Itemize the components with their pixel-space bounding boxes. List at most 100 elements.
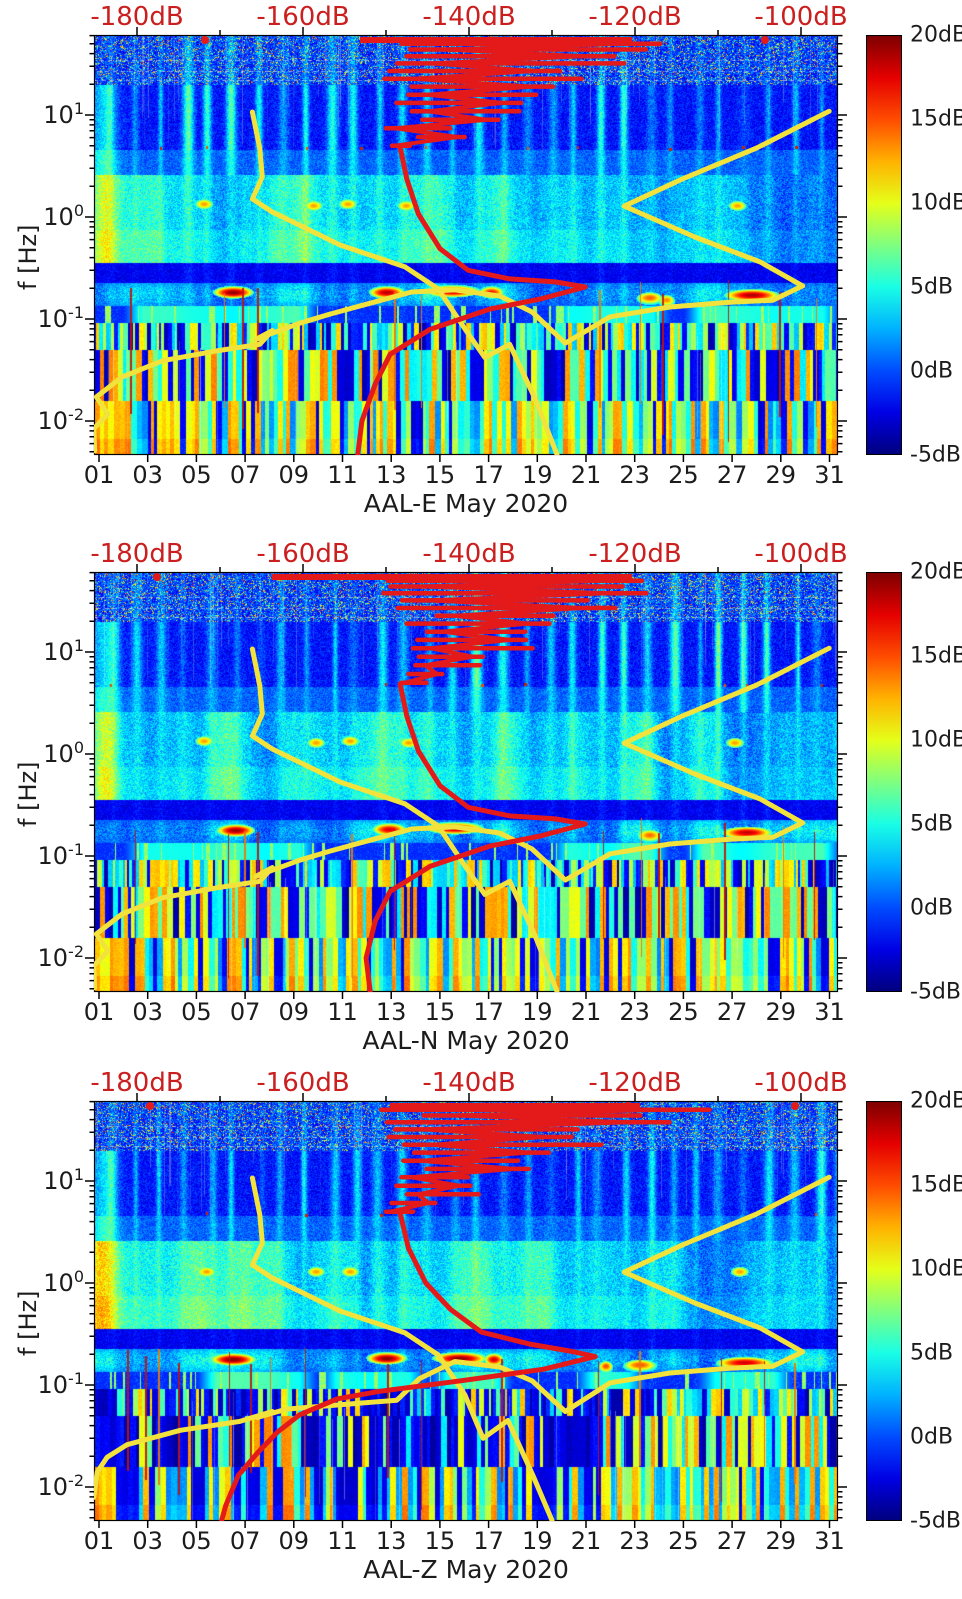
x-tick-label: 31 [814, 1527, 845, 1555]
x-tick-label: 21 [570, 1527, 602, 1555]
x-tick-label: 21 [570, 461, 602, 489]
spectrogram-aal-z [94, 1101, 838, 1521]
y-tick-label: 101 [43, 636, 84, 666]
y-tick-label: 100 [43, 201, 84, 231]
x-tick-label: 17 [473, 998, 504, 1026]
top-axis-label: -160dB [256, 2, 350, 32]
x-tick-label: 09 [278, 1527, 310, 1555]
x-tick-label: 17 [473, 1527, 504, 1555]
x-tick-label: 29 [765, 1527, 797, 1555]
x-tick-label: 09 [278, 998, 310, 1026]
x-tick-label: 19 [522, 461, 553, 489]
colorbar [866, 35, 902, 455]
x-tick-label: 21 [570, 998, 602, 1026]
y-tick-label: 10-2 [37, 942, 85, 972]
x-tick-label: 23 [619, 998, 650, 1026]
top-axis-label: -140dB [422, 539, 516, 569]
y-tick-label: 10-1 [37, 1369, 85, 1399]
x-tick-label: 13 [375, 1527, 407, 1555]
x-tick-label: 11 [327, 1527, 358, 1555]
y-axis-label-aal-z: f [Hz] [14, 1290, 42, 1356]
x-tick-label: 11 [327, 461, 358, 489]
y-tick-label: 101 [43, 99, 84, 129]
top-axis-label: -140dB [422, 1068, 516, 1098]
colorbar-tick-label: -5dB [910, 442, 961, 468]
panel-title-aal-z: AAL-Z May 2020 [363, 1555, 569, 1584]
spectrogram-aal-e [94, 35, 838, 455]
x-tick-label: 01 [83, 461, 115, 489]
colorbar-tick-label: 10dB [910, 727, 962, 753]
x-tick-label: 05 [181, 998, 212, 1026]
colorbar-tick-label: 5dB [910, 811, 954, 837]
colorbar [866, 572, 902, 992]
x-tick-label: 05 [181, 1527, 212, 1555]
x-tick-label: 15 [424, 998, 456, 1026]
top-axis-label: -140dB [422, 2, 516, 32]
x-tick-label: 13 [375, 998, 407, 1026]
colorbar-tick-label: 0dB [910, 1424, 954, 1450]
top-axis-label: -160dB [256, 539, 350, 569]
panel-title-aal-n: AAL-N May 2020 [362, 1026, 570, 1055]
colorbar-tick-label: 0dB [910, 358, 954, 384]
top-axis-label: -100dB [754, 2, 848, 32]
colorbar-tick-label: 0dB [910, 895, 954, 921]
x-tick-label: 17 [473, 461, 504, 489]
y-tick-label: 100 [43, 738, 84, 768]
top-axis-label: -120dB [588, 1068, 682, 1098]
y-tick-label: 10-2 [37, 1471, 85, 1501]
x-tick-label: 19 [522, 1527, 553, 1555]
top-axis-label: -180dB [90, 1068, 184, 1098]
x-tick-label: 13 [375, 461, 407, 489]
y-tick-label: 10-1 [37, 840, 85, 870]
x-tick-label: 03 [132, 998, 163, 1026]
y-tick-label: 101 [43, 1165, 84, 1195]
y-tick-label: 10-2 [37, 405, 85, 435]
x-tick-label: 15 [424, 461, 456, 489]
x-tick-label: 03 [132, 1527, 163, 1555]
x-tick-label: 01 [83, 1527, 115, 1555]
colorbar-tick-label: 15dB [910, 106, 962, 132]
colorbar-tick-label: 10dB [910, 190, 962, 216]
x-tick-label: 07 [229, 461, 261, 489]
x-tick-label: 25 [668, 1527, 699, 1555]
colorbar-tick-label: -5dB [910, 979, 961, 1005]
y-axis-label-aal-n: f [Hz] [14, 761, 42, 827]
y-tick-label: 100 [43, 1267, 84, 1297]
top-axis-label: -100dB [754, 539, 848, 569]
colorbar-tick-label: 20dB [910, 1088, 962, 1114]
x-tick-label: 29 [765, 998, 797, 1026]
x-tick-label: 11 [327, 998, 358, 1026]
spectrogram-aal-n [94, 572, 838, 992]
x-tick-label: 15 [424, 1527, 456, 1555]
top-axis-label: -160dB [256, 1068, 350, 1098]
x-tick-label: 07 [229, 998, 261, 1026]
y-tick-label: 10-1 [37, 303, 85, 333]
panel-title-aal-e: AAL-E May 2020 [363, 489, 569, 518]
colorbar-tick-label: 5dB [910, 274, 954, 300]
x-tick-label: 23 [619, 461, 650, 489]
x-tick-label: 25 [668, 461, 699, 489]
top-axis-label: -180dB [90, 539, 184, 569]
x-tick-label: 27 [716, 1527, 748, 1555]
top-axis-label: -180dB [90, 2, 184, 32]
colorbar [866, 1101, 902, 1521]
x-tick-label: 05 [181, 461, 212, 489]
x-tick-label: 23 [619, 1527, 650, 1555]
x-tick-label: 27 [716, 998, 748, 1026]
x-tick-label: 07 [229, 1527, 261, 1555]
x-tick-label: 01 [83, 998, 115, 1026]
top-axis-label: -120dB [588, 2, 682, 32]
x-tick-label: 03 [132, 461, 163, 489]
y-axis-label-aal-e: f [Hz] [14, 224, 42, 290]
colorbar-tick-label: 20dB [910, 559, 962, 585]
colorbar-tick-label: 15dB [910, 643, 962, 669]
x-tick-label: 29 [765, 461, 797, 489]
top-axis-label: -120dB [588, 539, 682, 569]
x-tick-label: 09 [278, 461, 310, 489]
x-tick-label: 25 [668, 998, 699, 1026]
top-axis-label: -100dB [754, 1068, 848, 1098]
colorbar-tick-label: 15dB [910, 1172, 962, 1198]
x-tick-label: 31 [814, 461, 845, 489]
colorbar-tick-label: -5dB [910, 1508, 961, 1534]
